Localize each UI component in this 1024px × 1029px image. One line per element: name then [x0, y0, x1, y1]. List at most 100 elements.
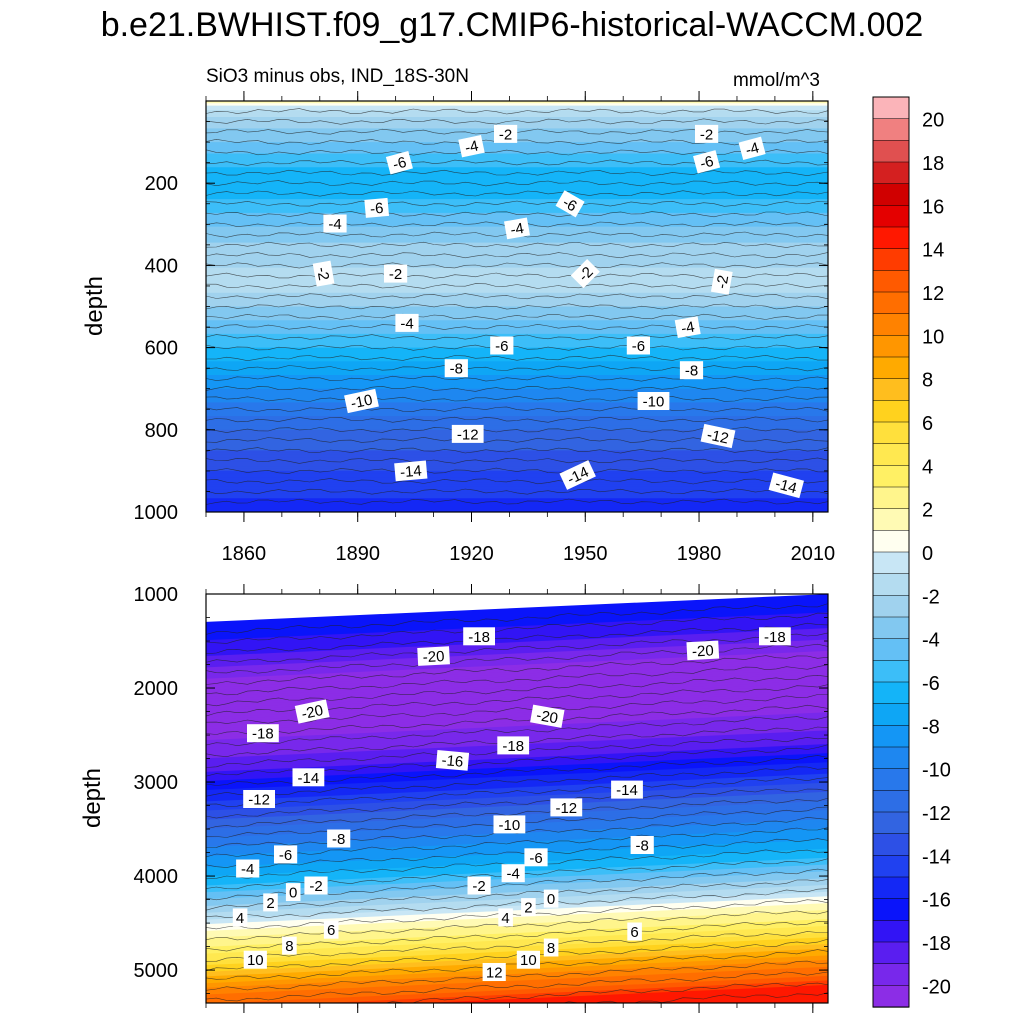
contour-line: [206, 200, 828, 207]
contour-label: -14: [611, 780, 643, 799]
colorbar-label: 10: [922, 326, 944, 348]
contour-label: -18: [759, 627, 791, 646]
contour-label-text: 2: [524, 900, 532, 917]
contour-label: -4: [395, 313, 419, 332]
colorbar-swatch: [872, 118, 910, 141]
colorbar-swatch: [872, 270, 910, 293]
y-tick-label: 1000: [134, 584, 179, 606]
contour-label: -18: [497, 736, 530, 755]
contour-line: [562, 992, 828, 1003]
colorbar-label: 2: [922, 500, 933, 522]
colorbar-label: 12: [922, 283, 944, 305]
contour-label: -16: [435, 750, 470, 771]
contour-line: [206, 395, 828, 402]
colorbar-label: -16: [922, 890, 951, 912]
colorbar-swatch: [872, 530, 910, 553]
colorbar-swatch: [872, 703, 910, 726]
contour-label-text: 2: [266, 895, 274, 912]
contour-label-text: 0: [547, 891, 555, 908]
contour-band: [575, 991, 828, 1003]
colorbar-label: -18: [922, 933, 951, 955]
contour-band: [626, 994, 828, 1003]
x-tick-label: 1890: [335, 543, 380, 565]
upper-axes: 200 400 600 800 1000 1860 1890 1920 1950 1980 2010: [134, 91, 836, 565]
lower-contour-field: -18 -18-20 -20-20 -20-18-18-16-14-14-12 -12-…: [206, 594, 828, 1003]
lower-panel: -18 -18-20 -20-20 -20-18-18-16-14-14-12 -12-…: [79, 584, 829, 1013]
colorbar-swatch: [872, 790, 910, 813]
contour-line: [206, 241, 828, 248]
contour-line: [206, 169, 828, 177]
contour-line: [206, 694, 828, 724]
contour-line: [206, 632, 828, 663]
contour-label-text: -6: [529, 850, 542, 867]
contour-line: [206, 323, 828, 330]
contour-label-text: -14: [298, 770, 320, 787]
contour-line: [206, 797, 828, 830]
contour-label: -8: [630, 836, 654, 855]
colorbar-swatch: [872, 161, 910, 185]
contour-label: -14: [768, 472, 804, 499]
contour-line: [206, 385, 828, 392]
contour-label-text: -14: [399, 462, 422, 481]
contour-label-text: 4: [501, 910, 509, 927]
contour-label: 6: [627, 922, 642, 941]
colorbar-frame: [872, 96, 910, 1008]
colorbar-swatch: [872, 356, 910, 380]
colorbar: 20181614121086420-2-4-6-8-10-12-14-16-18…: [872, 96, 951, 1008]
contour-label-text: -12: [457, 426, 479, 443]
contour-label: -2: [312, 260, 335, 287]
contour-label: -4: [504, 217, 530, 240]
contour-label-text: -6: [279, 847, 292, 864]
contour-line: [206, 971, 828, 1002]
colorbar-swatch: [872, 811, 910, 835]
colorbar-label: 20: [922, 110, 944, 132]
lower-ylabel: depth: [79, 768, 106, 828]
contour-label: 10: [516, 950, 540, 969]
contour-label: -20: [417, 646, 450, 666]
contour-label-text: -18: [502, 738, 524, 755]
contour-label: -6: [364, 197, 390, 218]
contour-label-text: -14: [773, 475, 798, 497]
contour-label: -8: [679, 361, 704, 380]
y-tick-label: 2000: [134, 678, 179, 700]
contour-line: [206, 252, 828, 259]
contour-line: [206, 149, 828, 156]
contour-label: -14: [292, 768, 325, 787]
contour-band: [423, 984, 828, 1003]
colorbar-label: 16: [922, 196, 944, 218]
contour-line: [206, 655, 828, 685]
x-tick-label: 2010: [791, 543, 836, 565]
contour-label: -20: [294, 699, 330, 724]
contour-label-text: -8: [685, 363, 698, 380]
colorbar-swatch: [872, 985, 910, 1008]
y-tick-label: 200: [145, 173, 178, 195]
colorbar-label: 4: [922, 456, 933, 478]
contour-label: -4: [738, 136, 766, 160]
contour-label-text: 10: [520, 952, 537, 969]
contour-label-text: -2: [713, 274, 732, 290]
contour-label: -10: [637, 392, 670, 411]
contour-label: -4: [501, 864, 525, 883]
lower-plot-frame: [205, 593, 829, 1004]
colorbar-swatch: [872, 920, 910, 943]
contour-label: -2: [467, 876, 491, 895]
contour-line: [206, 211, 828, 218]
contour-label: -6: [385, 151, 413, 175]
contour-label-text: -18: [764, 629, 786, 646]
contour-label-text: -4: [744, 139, 761, 159]
upper-contour-field: -4 -2 -2 -4 -6 -6 -6 -6 -4 -4 -2 -2 -2 -2 -4 -4 -6 -6 -8 -8…: [206, 101, 828, 512]
colorbar-swatch: [872, 573, 910, 596]
x-tick-label: 1860: [222, 543, 267, 565]
contour-label-text: -20: [422, 648, 445, 666]
contour-line: [206, 888, 828, 919]
contour-line: [206, 118, 828, 125]
contour-line: [206, 447, 828, 454]
contour-band: [728, 998, 828, 1003]
contour-label-text: -2: [389, 266, 402, 283]
contour-label-text: -18: [252, 726, 274, 743]
contour-label: -14: [394, 460, 428, 481]
contour-line: [319, 982, 828, 1003]
contour-line: [206, 406, 828, 413]
contour-label-text: 0: [289, 885, 297, 902]
contour-label: -18: [247, 724, 279, 743]
